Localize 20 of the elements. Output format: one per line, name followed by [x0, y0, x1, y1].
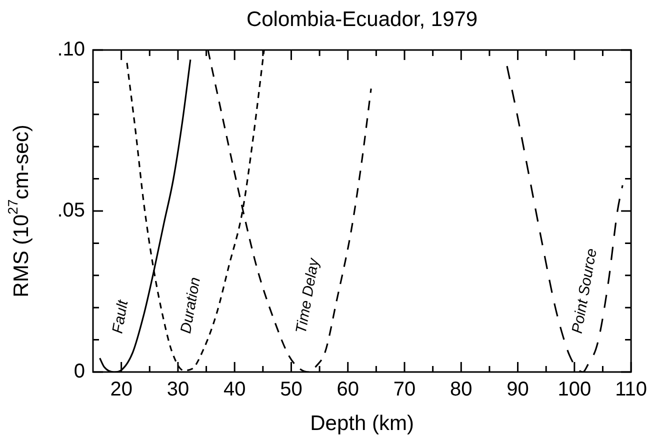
x-tick-label: 20 [110, 378, 132, 401]
x-tick-label: 110 [615, 378, 648, 401]
y-axis-title: RMS (1027cm-sec) [5, 124, 33, 298]
text: Time Delay [292, 256, 323, 335]
x-tick-label: 70 [393, 378, 416, 401]
x-tick-label: 90 [506, 378, 529, 401]
chart-title: Colombia-Ecuador, 1979 [246, 8, 478, 31]
x-tick-label: 80 [450, 378, 472, 401]
x-tick-label: 60 [336, 378, 359, 401]
x-tick-label: 40 [223, 378, 246, 401]
text: Duration [177, 276, 204, 335]
y-tick-label: 0 [74, 360, 85, 383]
x-tick-label: 100 [558, 378, 592, 401]
x-axis-title: Depth (km) [310, 412, 414, 435]
x-tick-label: 30 [166, 378, 190, 401]
y-tick-label: .05 [57, 200, 85, 222]
y-tick-label: .10 [57, 38, 85, 61]
text: Fault [109, 298, 132, 335]
text: Point Source [568, 247, 600, 335]
x-tick-label: 50 [280, 378, 302, 401]
